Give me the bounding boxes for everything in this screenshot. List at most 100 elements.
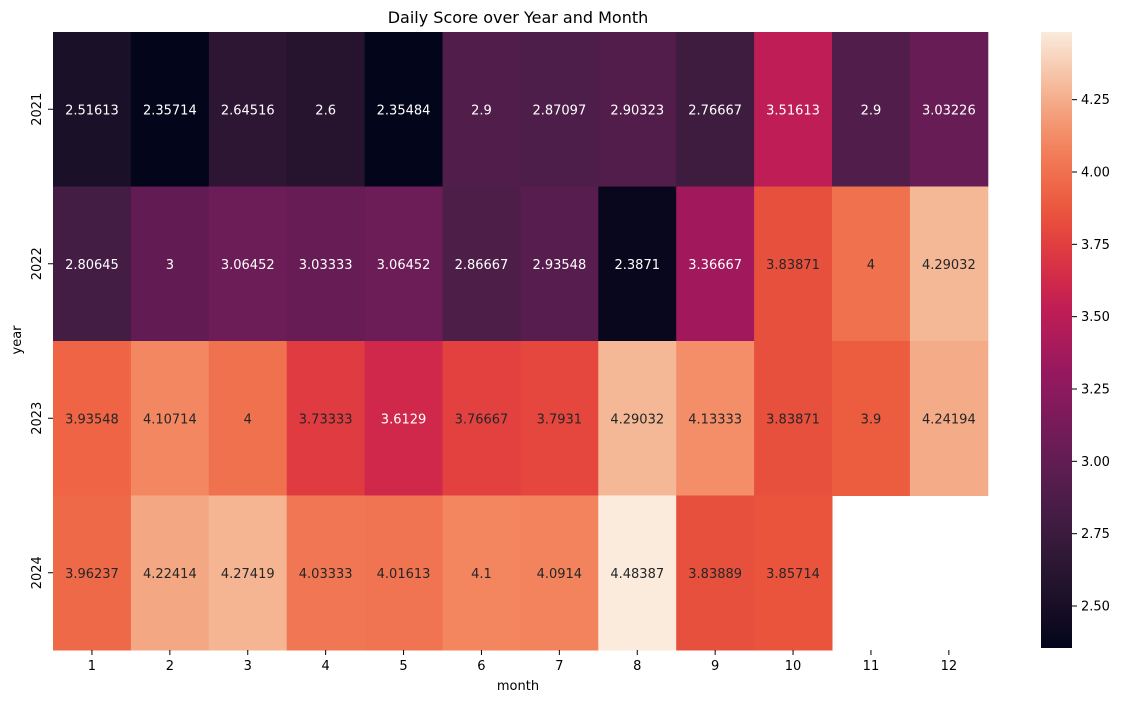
cell-label: 4.01613 xyxy=(377,567,431,582)
cell-label: 4 xyxy=(867,258,875,273)
cell-label: 3.93548 xyxy=(65,412,119,427)
cell-label: 2.51613 xyxy=(65,103,119,118)
heatmap-cell xyxy=(53,341,132,496)
heatmap-cell xyxy=(442,341,521,496)
x-tick-label: 5 xyxy=(399,659,407,674)
heatmap-cell xyxy=(520,32,599,187)
cell-label: 3.06452 xyxy=(221,258,275,273)
y-axis-label: year xyxy=(10,325,25,355)
cell-label: 3.76667 xyxy=(455,412,509,427)
colorbar-tick-label: 3.00 xyxy=(1081,455,1110,470)
cell-label: 3.73333 xyxy=(299,412,353,427)
heatmap-cell xyxy=(442,495,521,651)
cell-label: 3.9 xyxy=(861,412,882,427)
cell-label: 3.03226 xyxy=(922,103,976,118)
heatmap-cell xyxy=(676,495,755,651)
colorbar-tick-label: 3.50 xyxy=(1081,310,1110,325)
heatmap-cell xyxy=(676,186,755,342)
cell-label: 3.96237 xyxy=(65,567,119,582)
heatmap-cell xyxy=(286,495,366,651)
cell-label: 4.13333 xyxy=(688,412,742,427)
heatmap-cell xyxy=(754,495,833,651)
cell-label: 3.85714 xyxy=(766,567,820,582)
heatmap-cell-labels: 2.51613 2.35714 2.64516 2.6 2.35484 2.9 2.8709… xyxy=(65,103,976,582)
cell-label: 4.0914 xyxy=(537,567,583,582)
x-tick-label: 4 xyxy=(322,659,330,674)
colorbar-tick-label: 3.25 xyxy=(1081,383,1110,398)
heatmap-cell xyxy=(520,341,599,496)
heatmap-cell xyxy=(53,495,132,651)
heatmap-cell xyxy=(754,32,833,187)
colorbar-tick-label: 4.00 xyxy=(1081,165,1110,180)
cell-label: 4.1 xyxy=(471,567,492,582)
heatmap-cell xyxy=(676,32,755,187)
x-axis-label: month xyxy=(497,679,539,694)
cell-label: 2.9 xyxy=(861,103,882,118)
cell-label: 3.03333 xyxy=(299,258,353,273)
heatmap-cell xyxy=(53,186,132,342)
x-tick-label: 10 xyxy=(785,659,802,674)
heatmap-cell xyxy=(520,186,599,342)
x-tick-label: 9 xyxy=(711,659,719,674)
heatmap-cell xyxy=(53,32,132,187)
cell-label: 4.24194 xyxy=(922,412,976,427)
colorbar-tick-label: 2.50 xyxy=(1081,600,1110,615)
heatmap-cell xyxy=(676,341,755,496)
heatmap-cell xyxy=(909,186,989,342)
heatmap-cell xyxy=(754,186,833,342)
cell-label: 4.10714 xyxy=(143,412,197,427)
heatmap-cell xyxy=(909,32,989,187)
heatmap-cell xyxy=(909,341,989,496)
heatmap-cell xyxy=(208,32,288,187)
heatmap-cell xyxy=(286,32,366,187)
heatmap-cell xyxy=(832,186,911,342)
y-tick-label: 2022 xyxy=(30,247,45,280)
heatmap-cell xyxy=(364,495,443,651)
y-tick-label: 2023 xyxy=(30,402,45,435)
cell-label: 3.83871 xyxy=(766,412,820,427)
heatmap-cell xyxy=(442,32,521,187)
cell-label: 4.29032 xyxy=(922,258,976,273)
heatmap-cell xyxy=(832,341,911,496)
cell-label: 3 xyxy=(166,258,174,273)
cell-label: 4.29032 xyxy=(610,412,664,427)
x-tick-label: 1 xyxy=(88,659,96,674)
heatmap-cell xyxy=(208,186,288,342)
x-tick-label: 11 xyxy=(863,659,880,674)
colorbar-tick-label: 2.75 xyxy=(1081,527,1110,542)
cell-label: 2.76667 xyxy=(688,103,742,118)
heatmap-cell xyxy=(754,341,833,496)
cell-label: 2.35484 xyxy=(377,103,431,118)
heatmap-cell xyxy=(130,186,210,342)
x-tick-label: 2 xyxy=(166,659,174,674)
heatmap-cells xyxy=(53,32,989,651)
cell-label: 2.64516 xyxy=(221,103,275,118)
cell-label: 2.35714 xyxy=(143,103,197,118)
x-tick-label: 7 xyxy=(555,659,563,674)
colorbar-gradient xyxy=(1041,32,1072,648)
x-tick-label: 6 xyxy=(477,659,485,674)
cell-label: 2.86667 xyxy=(455,258,509,273)
heatmap-cell xyxy=(130,341,210,496)
cell-label: 3.7931 xyxy=(537,412,583,427)
heatmap-cell xyxy=(286,186,366,342)
heatmap-cell xyxy=(286,341,366,496)
cell-label: 2.3871 xyxy=(615,258,661,273)
cell-label: 3.83889 xyxy=(688,567,742,582)
x-tick-label: 12 xyxy=(941,659,958,674)
heatmap-cell xyxy=(208,341,288,496)
heatmap-cell xyxy=(520,495,599,651)
y-tick-label: 2024 xyxy=(30,556,45,589)
cell-label: 4.22414 xyxy=(143,567,197,582)
cell-label: 2.93548 xyxy=(532,258,586,273)
heatmap-cell xyxy=(208,495,288,651)
cell-label: 4 xyxy=(244,412,252,427)
cell-label: 4.48387 xyxy=(610,567,664,582)
heatmap-cell xyxy=(598,495,677,651)
cell-label: 3.6129 xyxy=(381,412,427,427)
cell-label: 2.6 xyxy=(315,103,336,118)
cell-label: 3.36667 xyxy=(688,258,742,273)
x-tick-label: 8 xyxy=(633,659,641,674)
x-axis: 1 2 3 4 5 6 7 8 9 10 11 12 xyxy=(88,650,957,674)
